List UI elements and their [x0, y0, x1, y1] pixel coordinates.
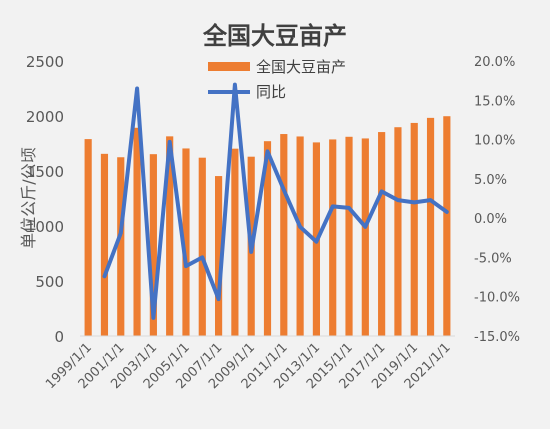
line-series — [102, 82, 449, 320]
bar — [166, 136, 174, 336]
x-axis-ticks: 1999/1/12001/1/12003/1/12005/1/12007/1/1… — [43, 340, 454, 392]
bar — [394, 127, 402, 336]
left-tick-label: 0 — [54, 328, 64, 346]
line-point — [396, 198, 400, 202]
bar — [378, 132, 386, 336]
bar — [410, 122, 418, 337]
right-tick-label: -10.0% — [474, 291, 520, 306]
bar — [84, 139, 92, 336]
bar — [329, 139, 337, 336]
right-tick-label: 5.0% — [474, 173, 507, 188]
line-point — [412, 200, 416, 204]
line-point — [249, 250, 253, 254]
legend-bar-label: 全国大豆亩产 — [256, 58, 346, 76]
bar — [296, 136, 304, 336]
line-point — [380, 189, 384, 193]
right-tick-label: 15.0% — [474, 94, 515, 109]
bar — [231, 148, 239, 336]
left-tick-label: 500 — [35, 273, 64, 291]
line-point — [331, 204, 335, 208]
line-point — [298, 225, 302, 229]
bar — [263, 141, 272, 336]
yoy-line — [102, 82, 449, 320]
bar — [443, 116, 451, 336]
line-point — [429, 198, 433, 202]
bar — [100, 153, 109, 336]
line-point — [102, 274, 106, 278]
right-tick-label: -5.0% — [474, 251, 512, 266]
left-axis-ticks: 0 500 1000 1500 2000 2500 — [26, 53, 64, 346]
right-tick-label: 0.0% — [474, 212, 507, 227]
legend-bar-swatch — [208, 62, 250, 71]
line-point — [168, 140, 172, 144]
left-tick-label: 1000 — [26, 218, 64, 236]
left-tick-label: 1500 — [26, 163, 64, 181]
bar — [361, 138, 369, 336]
line-point — [135, 87, 139, 90]
right-tick-label: 20.0% — [474, 55, 515, 70]
bar — [345, 136, 353, 336]
legend-line-label: 同比 — [256, 83, 286, 101]
right-tick-label: 10.0% — [474, 134, 515, 149]
line-point — [119, 231, 123, 235]
right-tick-label: -15.0% — [474, 330, 520, 345]
line-point — [217, 297, 221, 301]
line-point — [266, 149, 269, 153]
bar — [215, 176, 223, 336]
bar — [280, 134, 288, 336]
line-point — [445, 210, 449, 214]
y-axis-label: 单位公斤/公顷 — [19, 147, 38, 248]
left-tick-label: 2500 — [26, 53, 64, 71]
bar — [198, 157, 206, 336]
line-point — [314, 240, 318, 244]
line-point — [233, 83, 237, 87]
legend: 全国大豆亩产 同比 — [208, 58, 346, 101]
line-point — [347, 206, 351, 210]
line-point — [184, 264, 188, 268]
line-point — [151, 316, 155, 320]
right-axis-ticks: -15.0% -10.0% -5.0% 0.0% 5.0% 10.0% 15.0% 20.0% — [474, 55, 520, 345]
line-point — [200, 255, 204, 259]
bar — [426, 117, 435, 337]
left-tick-label: 2000 — [26, 108, 64, 126]
chart-title: 全国大豆亩产 — [202, 22, 347, 50]
line-point — [363, 225, 367, 229]
bar — [182, 148, 190, 336]
bar — [149, 154, 157, 336]
bar — [117, 157, 125, 336]
bar — [133, 127, 141, 337]
line-point — [282, 188, 286, 192]
